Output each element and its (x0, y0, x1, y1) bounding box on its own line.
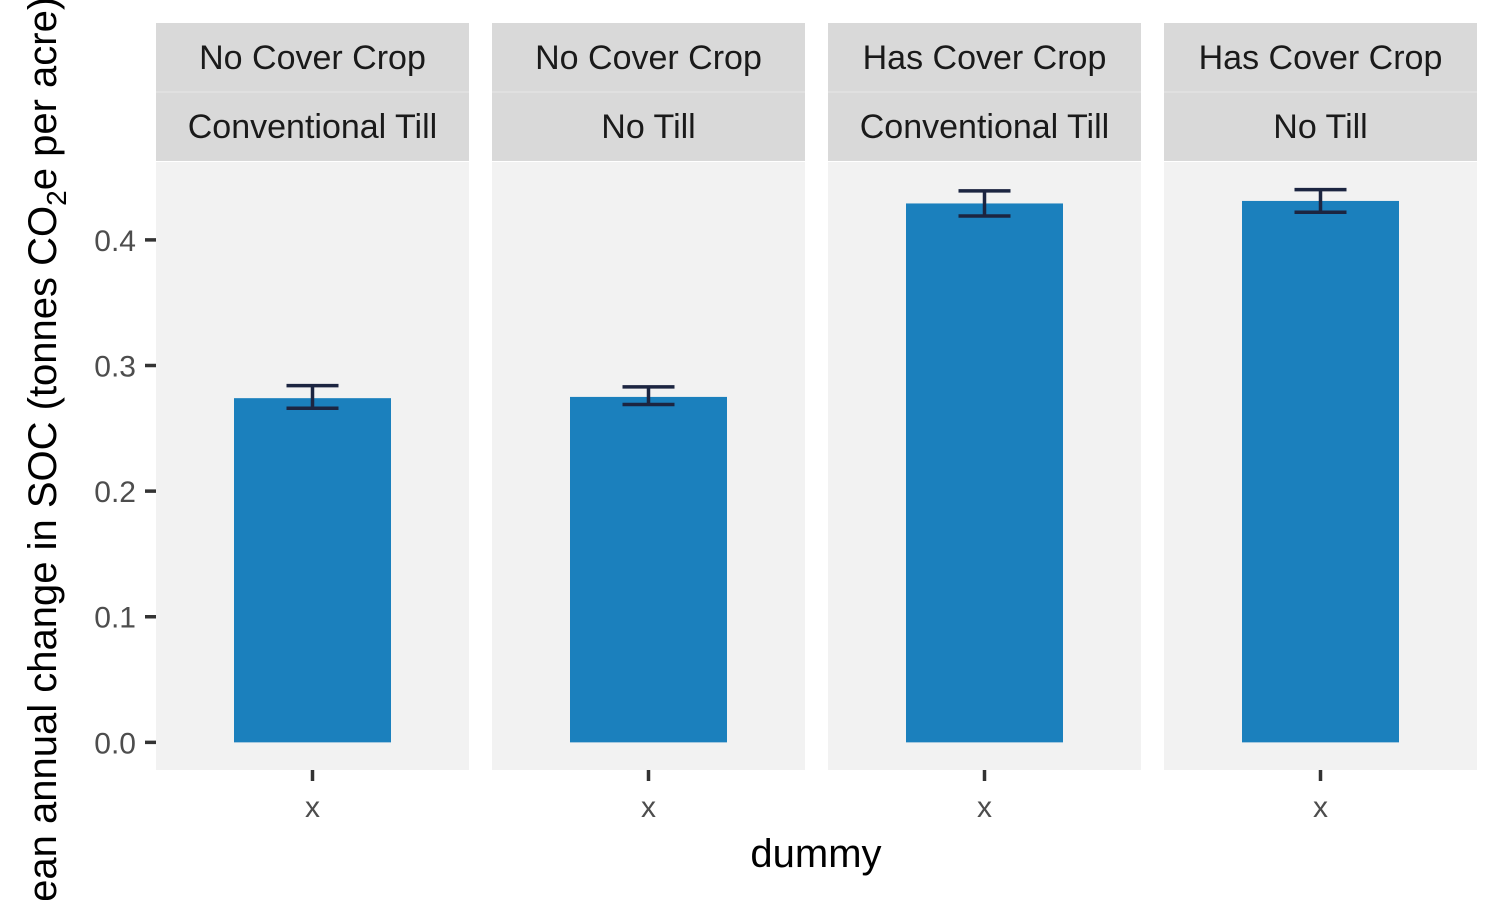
y-axis-title-part: e per acre) (21, 0, 65, 190)
x-tick-label: x (1313, 791, 1328, 824)
x-tick-label: x (977, 791, 992, 824)
y-axis-title-part: Mean annual change in SOC (tonnes CO (21, 206, 65, 900)
y-tick-label: 0.1 (94, 602, 136, 635)
y-tick-label: 0.3 (94, 351, 136, 384)
y-axis: 0.0 0.1 0.2 0.3 0.4 (94, 225, 156, 760)
y-axis-title: Mean annual change in SOC (tonnes CO2e p… (21, 0, 72, 900)
y-axis-title-subscript: 2 (41, 190, 72, 206)
bar (570, 397, 727, 742)
y-tick-label: 0.0 (94, 727, 136, 760)
facet-panel: No Cover Crop No Till x (492, 23, 805, 824)
facet-label-cover-crop: Has Cover Crop (1199, 39, 1443, 77)
bar (1242, 201, 1399, 742)
x-tick-label: x (305, 791, 320, 824)
facet-panel: Has Cover Crop Conventional Till x (828, 23, 1141, 824)
facet-panel: Has Cover Crop No Till x (1164, 23, 1477, 824)
y-tick-label: 0.4 (94, 225, 136, 258)
facet-panel: No Cover Crop Conventional Till x (156, 23, 469, 824)
y-tick-label: 0.2 (94, 476, 136, 509)
facet-label-cover-crop: No Cover Crop (199, 39, 426, 77)
facet-label-tillage: Conventional Till (188, 108, 437, 146)
facet-label-tillage: Conventional Till (860, 108, 1109, 146)
x-axis-title: dummy (750, 832, 881, 876)
facet-label-tillage: No Till (1273, 108, 1367, 146)
bar (906, 203, 1063, 742)
x-tick-label: x (641, 791, 656, 824)
facet-label-tillage: No Till (601, 108, 695, 146)
facet-label-cover-crop: Has Cover Crop (863, 39, 1107, 77)
facet-label-cover-crop: No Cover Crop (535, 39, 762, 77)
bar (234, 398, 391, 742)
